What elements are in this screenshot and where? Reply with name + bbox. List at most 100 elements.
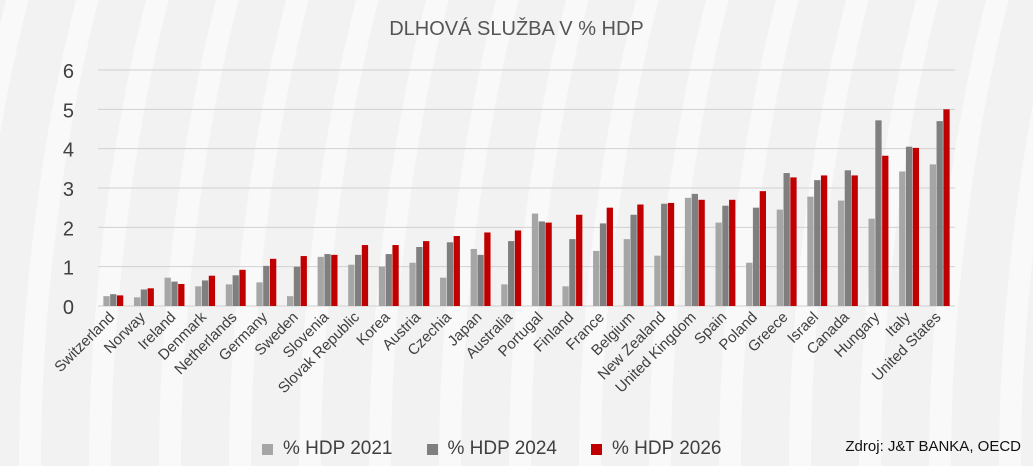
bar <box>783 173 790 306</box>
bar <box>667 202 675 306</box>
legend-item-2024: % HDP 2024 <box>426 438 558 460</box>
y-tick-label: 2 <box>63 218 74 240</box>
bar <box>208 275 216 306</box>
bar <box>538 221 545 306</box>
bar <box>882 155 889 306</box>
y-tick-label: 1 <box>63 258 74 280</box>
bar <box>201 280 209 306</box>
bar <box>691 193 698 306</box>
bar <box>171 281 178 306</box>
bar <box>599 223 607 306</box>
y-tick-label: 4 <box>63 140 74 162</box>
bar <box>776 209 784 306</box>
bar <box>912 147 920 306</box>
legend-swatch-2026 <box>591 443 602 455</box>
bar <box>837 200 845 306</box>
legend-label-2024: % HDP 2024 <box>447 438 558 459</box>
bar <box>929 164 937 306</box>
bar <box>752 207 760 306</box>
bar <box>269 258 277 306</box>
bar <box>225 284 233 306</box>
chart-title: DLHOVÁ SLUŽBA V % HDP <box>389 18 644 40</box>
bar <box>293 266 301 306</box>
bar <box>110 294 117 306</box>
bar <box>195 286 202 306</box>
bar <box>378 266 386 306</box>
y-tick-label: 3 <box>63 179 74 201</box>
bar <box>263 265 270 306</box>
legend-label-2026: % HDP 2026 <box>612 438 722 459</box>
bar <box>844 170 852 306</box>
bar <box>361 245 369 306</box>
bar <box>899 171 906 306</box>
bar <box>331 254 338 306</box>
legend-label-2021: % HDP 2021 <box>283 438 393 459</box>
bar <box>470 248 477 306</box>
bar <box>103 296 110 306</box>
bar <box>936 121 943 306</box>
bar <box>759 191 767 306</box>
bar <box>514 230 522 306</box>
bar <box>317 256 324 306</box>
legend: % HDP 2021 % HDP 2024 % HDP 2026 <box>262 438 756 460</box>
bar <box>531 213 539 306</box>
y-tick-label: 6 <box>63 61 74 83</box>
bar <box>453 235 460 306</box>
bar <box>722 205 729 306</box>
bar <box>814 180 821 306</box>
bar <box>392 245 399 306</box>
bar <box>630 214 637 306</box>
source-note: Zdroj: J&T BANKA, OECD <box>845 438 1021 455</box>
bar <box>385 254 392 306</box>
bar <box>715 222 722 306</box>
bar <box>256 282 263 306</box>
bar <box>851 175 858 306</box>
bar <box>477 254 484 306</box>
bar <box>684 197 692 306</box>
bar <box>147 288 154 306</box>
legend-swatch-2024 <box>426 443 438 455</box>
bar <box>545 222 552 306</box>
bar <box>239 269 246 306</box>
bar <box>820 175 828 306</box>
bar <box>729 199 736 306</box>
bar <box>501 284 508 306</box>
bar <box>355 254 362 306</box>
bar <box>654 255 661 306</box>
bar <box>943 109 950 306</box>
bar <box>606 207 613 306</box>
legend-item-2021: % HDP 2021 <box>262 438 393 460</box>
bar <box>178 283 185 306</box>
y-tick-label: 0 <box>63 297 74 319</box>
bar <box>324 254 331 306</box>
legend-swatch-2021 <box>262 443 273 455</box>
bar <box>116 295 124 306</box>
bar <box>423 241 430 306</box>
bar <box>576 214 583 306</box>
bar <box>440 277 447 306</box>
legend-item-2026: % HDP 2026 <box>591 438 722 460</box>
bar <box>790 177 797 306</box>
bar <box>746 262 753 306</box>
bar <box>484 232 491 306</box>
bar <box>416 247 423 306</box>
bar <box>348 264 355 306</box>
bar <box>164 277 171 306</box>
bar <box>232 275 239 306</box>
bar <box>446 242 454 306</box>
bar <box>569 239 576 306</box>
bar <box>698 199 705 306</box>
bar <box>409 262 416 306</box>
bar <box>868 218 875 306</box>
bar <box>286 296 294 306</box>
bar <box>637 204 644 306</box>
bar <box>905 146 913 306</box>
y-tick-label: 5 <box>63 100 74 122</box>
bar <box>300 256 307 306</box>
bar <box>875 120 882 306</box>
bar <box>623 239 630 306</box>
bar <box>562 286 569 306</box>
